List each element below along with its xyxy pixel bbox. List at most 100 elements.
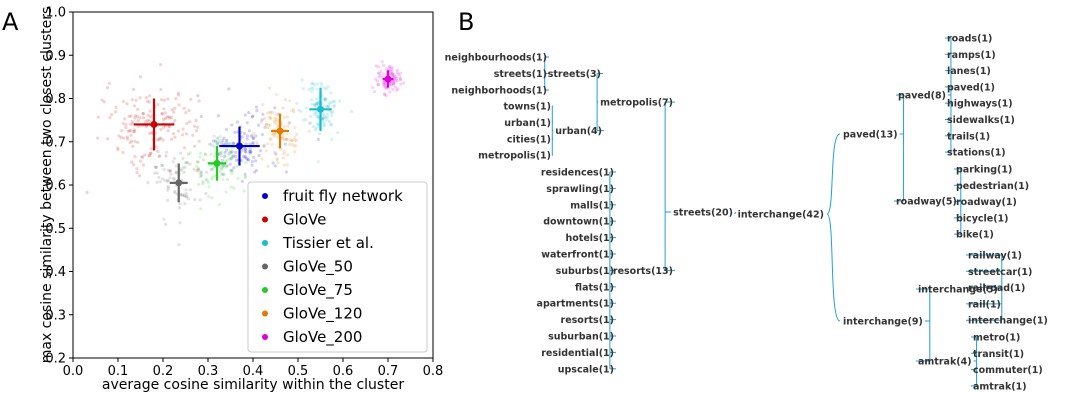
cloud-point (250, 160, 255, 164)
cloud-point (213, 174, 217, 178)
cloud-point (211, 143, 215, 147)
cloud-point (121, 121, 125, 125)
cloud-point (271, 161, 275, 165)
cloud-point (166, 179, 170, 183)
cloud-point (321, 113, 325, 117)
cloud-point (133, 114, 137, 118)
cloud-point (388, 82, 393, 86)
cloud-point (272, 119, 276, 123)
tree-link (734, 211, 737, 215)
cloud-point (199, 170, 203, 174)
cloud-point (292, 135, 296, 140)
tree-labels: interchange(42) streets(20) paved(13) inter… (445, 34, 1048, 393)
cloud-point (168, 176, 172, 180)
cloud-point (316, 101, 320, 106)
x-tick-label: 0.3 (198, 364, 219, 379)
cloud-point (283, 142, 288, 146)
cloud-point (275, 158, 280, 162)
cloud-point (135, 114, 140, 119)
cloud-point (182, 194, 187, 198)
cloud-point (384, 84, 388, 88)
cloud-point (147, 119, 152, 123)
cloud-point (160, 112, 164, 116)
cloud-point (186, 152, 191, 156)
cloud-point (254, 159, 258, 163)
cloud-point (281, 106, 285, 110)
cloud-point (260, 132, 265, 137)
cloud-point (304, 117, 308, 122)
tree-node-downtown-1: downtown(1) (543, 217, 614, 228)
tree-node-sidewalks-1: sidewalks(1) (947, 115, 1015, 126)
cloud-point (221, 172, 225, 176)
cloud-point (184, 161, 188, 165)
cloud-point (313, 110, 317, 114)
cloud-point (282, 163, 286, 167)
cloud-point (326, 85, 330, 89)
cloud-point (133, 116, 137, 120)
cloud-point (228, 149, 232, 153)
cloud-point (316, 82, 320, 86)
cloud-point (398, 71, 403, 75)
cloud-point (199, 114, 203, 119)
cloud-point (127, 129, 132, 133)
cloud-point (261, 102, 265, 107)
legend-label: fruit fly network (283, 187, 403, 205)
cloud-point (155, 138, 160, 142)
tree-node-metropolis-7: metropolis(7) (600, 98, 673, 109)
cloud-tissier-et-al- (295, 78, 354, 164)
cloud-point (220, 164, 224, 168)
cloud-point (248, 149, 252, 153)
cloud-point (211, 166, 215, 171)
cloud-point (398, 78, 403, 82)
cloud-point (243, 113, 247, 117)
cloud-point (329, 137, 334, 141)
cloud-point (350, 109, 354, 114)
cloud-point (326, 105, 330, 109)
cloud-point (128, 141, 132, 145)
cloud-point (332, 104, 336, 108)
cloud-point (159, 98, 164, 102)
error-bars (133, 70, 394, 203)
cloud-point (382, 83, 386, 87)
cloud-point (263, 116, 267, 120)
cloud-point (167, 186, 171, 190)
cloud-point (195, 164, 199, 168)
cloud-point (311, 86, 315, 91)
cloud-point (184, 195, 188, 199)
cloud-point (222, 136, 226, 140)
cloud-point (129, 114, 133, 118)
cloud-point (199, 207, 203, 211)
cloud-point (195, 160, 199, 164)
cloud-point (312, 112, 316, 116)
cloud-point (395, 68, 399, 72)
cloud-point (285, 137, 289, 141)
cloud-point (210, 196, 214, 200)
tree-node-urban-1: urban(1) (504, 118, 551, 129)
x-tick-label: 0.1 (108, 364, 129, 379)
cloud-point (396, 87, 400, 91)
cloud-point (243, 154, 247, 158)
cloud-point (169, 115, 173, 119)
cloud-point (314, 112, 319, 116)
cloud-point (223, 150, 227, 155)
cloud-point (209, 152, 213, 156)
cloud-point (229, 171, 234, 176)
cloud-point (254, 134, 258, 138)
cloud-point (146, 181, 150, 185)
cloud-point (224, 138, 228, 143)
cloud-point (384, 67, 389, 71)
cloud-point (224, 127, 229, 131)
mean-point-glove-200 (384, 75, 392, 83)
cloud-point (192, 167, 196, 171)
cloud-point (251, 136, 255, 141)
cloud-point (244, 142, 248, 146)
cloud-point (275, 156, 279, 160)
cloud-point (233, 130, 237, 135)
cloud-point (163, 116, 168, 121)
tree-node-neighborhoods-1: neighborhoods(1) (451, 86, 547, 97)
cloud-point (381, 72, 385, 76)
cloud-point (220, 154, 224, 158)
tree-node-amtrak-4: amtrak(4) (918, 357, 972, 368)
cloud-point (179, 193, 183, 197)
cloud-point (293, 138, 297, 142)
